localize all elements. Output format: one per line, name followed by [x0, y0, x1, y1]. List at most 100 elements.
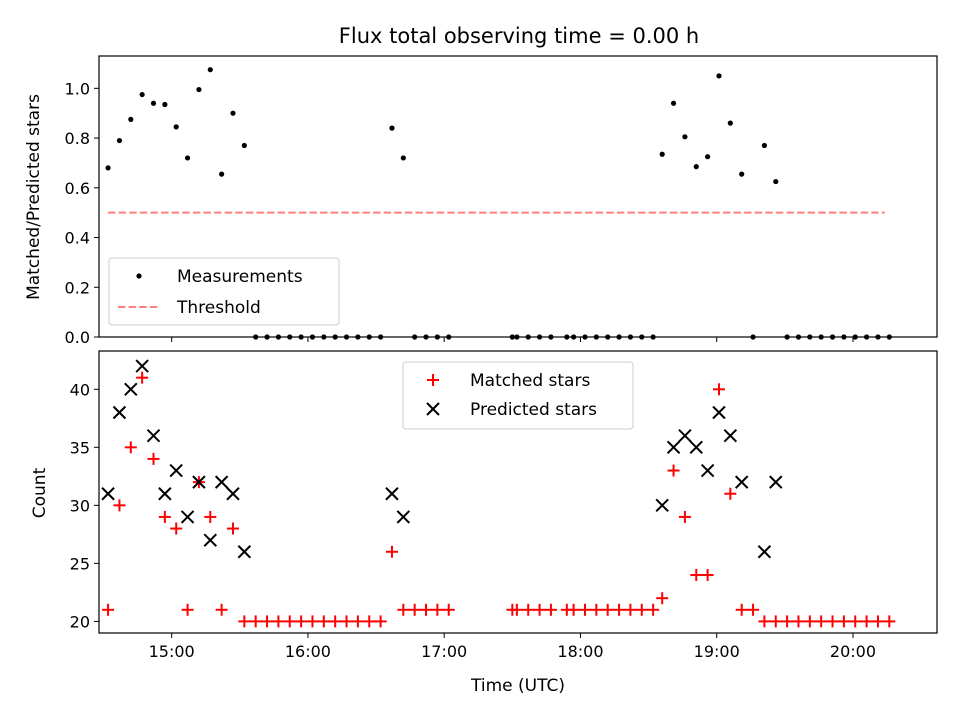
y-tick-label: 0.8 — [65, 129, 90, 148]
x-tick-label: 19:00 — [694, 642, 740, 661]
matched-stars-point — [295, 615, 308, 628]
count-panel: 20 25 30 35 40 15:00 16:00 17:00 18:00 19:00 20:0… — [30, 350, 938, 696]
measurement-point — [105, 165, 111, 171]
matched-stars-point — [102, 603, 115, 616]
predicted-stars-point — [689, 440, 703, 455]
matched-stars-point — [815, 615, 828, 628]
measurement-point — [196, 86, 202, 93]
predicted-stars-point — [700, 463, 715, 478]
predicted-stars-point — [169, 463, 183, 478]
matched-stars-point — [420, 603, 433, 616]
measurement-point — [207, 67, 213, 73]
matched-stars-point — [158, 510, 171, 523]
ratio-x-ticks — [171, 337, 854, 342]
predicted-stars-point — [655, 498, 669, 513]
predicted-stars-point — [723, 429, 738, 443]
matched-stars-point — [860, 615, 873, 628]
ratio-plot-frame — [98, 55, 938, 338]
matched-stars-point — [544, 603, 557, 616]
predicted-stars-point — [734, 475, 749, 489]
count-x-ticks: 15:00 16:00 17:00 18:00 19:00 20:00 — [149, 633, 876, 661]
matched-stars-point — [601, 603, 614, 616]
predicted-stars-point — [203, 533, 217, 547]
predicted-stars-point — [101, 487, 115, 501]
matched-stars-point — [567, 603, 580, 616]
measurement-point — [693, 164, 699, 170]
matched-stars-point — [181, 603, 194, 616]
matched-stars-point — [635, 603, 648, 616]
matched-stars-point — [170, 522, 183, 535]
matched-stars-point — [136, 371, 149, 384]
matched-stars-point — [363, 615, 376, 628]
predicted-stars-point — [192, 475, 206, 489]
matched-stars-point — [397, 603, 410, 616]
y-tick-label: 0.6 — [65, 179, 90, 198]
measurement-point — [727, 120, 733, 126]
y-tick-label: 30 — [70, 496, 90, 515]
matched-stars-point — [826, 615, 839, 628]
x-tick-label: 20:00 — [830, 642, 876, 661]
matched-stars-point — [667, 464, 680, 477]
predicted-stars-point — [226, 487, 240, 501]
predicted-stars-point — [396, 510, 411, 524]
y-tick-label: 20 — [70, 612, 90, 631]
matched-stars-point — [238, 615, 251, 628]
measurement-point — [682, 134, 688, 140]
matched-stars-point — [871, 615, 884, 628]
matched-stars-point — [226, 522, 239, 535]
predicted-stars-point — [135, 359, 149, 373]
matched-stars-point — [408, 603, 421, 616]
matched-stars-point — [261, 615, 274, 628]
measurement-point — [230, 110, 236, 116]
measurement-point — [716, 73, 722, 79]
count-plot-frame — [98, 350, 938, 634]
measurement-point — [162, 101, 168, 108]
legend-predicted-label: Predicted stars — [470, 400, 597, 420]
predicted-stars-point — [180, 510, 195, 524]
matched-stars-point — [690, 568, 703, 581]
matched-stars-point — [249, 615, 262, 628]
matched-stars-point — [758, 615, 771, 628]
measurement-point — [184, 155, 191, 161]
measurement-point — [659, 151, 665, 157]
x-tick-label: 16:00 — [285, 642, 331, 661]
matched-stars-point — [735, 603, 748, 616]
x-tick-label: 15:00 — [149, 642, 195, 661]
matched-stars-point — [510, 603, 523, 616]
measurement-point — [739, 171, 745, 177]
predicted-stars-point — [678, 429, 692, 443]
matched-stars-point — [351, 615, 364, 628]
matched-stars-point — [712, 383, 725, 396]
y-tick-label: 0.0 — [65, 328, 90, 347]
matched-stars-point — [522, 603, 535, 616]
ratio-y-axis-label: Matched/Predicted stars — [24, 94, 44, 300]
measurement-point — [116, 137, 123, 144]
matched-stars-point — [578, 603, 591, 616]
y-tick-label: 35 — [70, 438, 90, 457]
predicted-stars-point — [666, 440, 681, 455]
matched-stars-point — [306, 615, 319, 628]
matched-stars-point — [147, 452, 160, 465]
predicted-stars-point — [146, 429, 161, 443]
x-tick-label: 18:00 — [557, 642, 603, 661]
ratio-panel: 0.0 0.2 0.4 0.6 0.8 1.0 Matched/Predicted sta… — [24, 55, 938, 347]
matched-stars-point — [647, 603, 660, 616]
count-legend-frame — [402, 361, 634, 430]
measurement-point — [139, 91, 145, 98]
measurement-point — [761, 142, 768, 149]
ratio-legend: Measurements Threshold — [108, 257, 340, 326]
count-legend: Matched stars Predicted stars — [402, 361, 634, 430]
y-tick-label: 25 — [70, 554, 90, 573]
measurement-point — [241, 142, 247, 149]
matched-stars-point — [701, 568, 714, 581]
legend-measurements-marker — [136, 273, 142, 279]
y-tick-label: 0.2 — [65, 278, 90, 297]
y-tick-label: 1.0 — [65, 79, 90, 98]
legend-measurements-label: Measurements — [177, 267, 303, 287]
predicted-stars-point — [112, 405, 127, 420]
measurement-point — [670, 100, 677, 106]
matched-stars-point — [533, 603, 546, 616]
matched-stars-point — [272, 615, 285, 628]
matched-stars-point — [624, 603, 637, 616]
ratio-y-ticks: 0.0 0.2 0.4 0.6 0.8 1.0 — [65, 79, 99, 347]
